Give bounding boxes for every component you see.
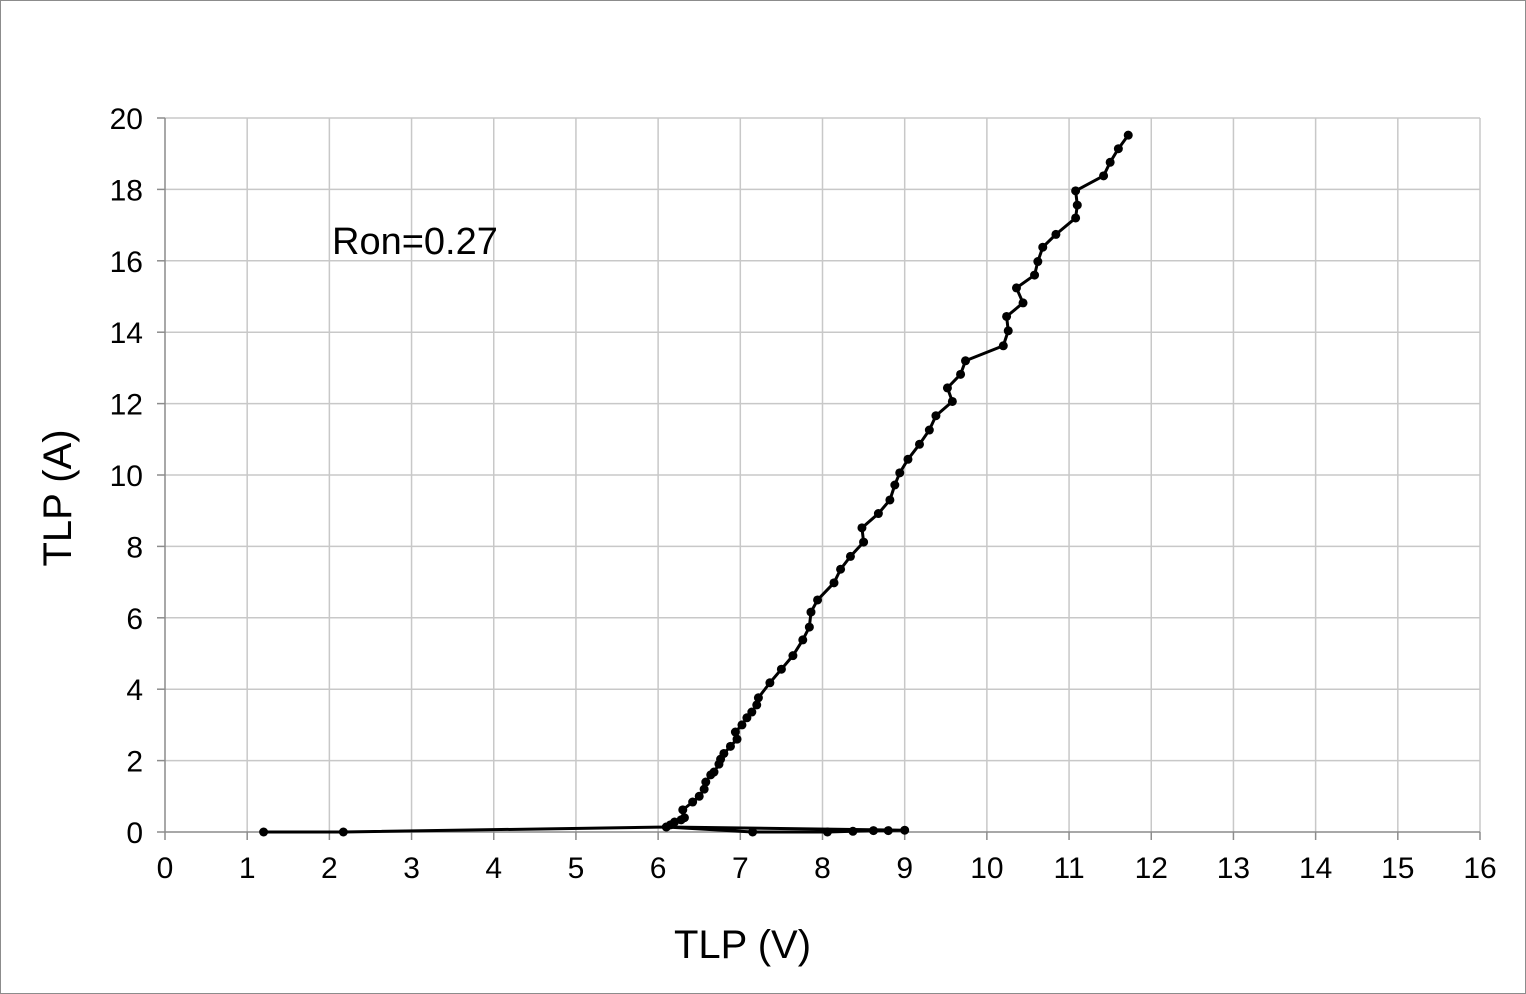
data-point (903, 454, 913, 464)
x-tick-label: 10 (970, 852, 1003, 885)
data-point (1030, 270, 1040, 280)
data-point (737, 720, 747, 730)
data-point (259, 827, 269, 837)
data-point (895, 468, 905, 478)
data-point (900, 825, 910, 835)
y-tick-label: 18 (110, 174, 143, 207)
y-tick-label: 16 (110, 246, 143, 279)
data-point (765, 678, 775, 688)
data-point (1038, 242, 1048, 252)
data-point (947, 396, 957, 406)
data-point (1113, 144, 1123, 154)
x-tick-label: 12 (1135, 852, 1168, 885)
data-point (885, 495, 895, 505)
data-point (806, 607, 816, 617)
data-point (776, 664, 786, 674)
data-point (1011, 283, 1021, 293)
x-tick-label: 1 (239, 852, 256, 885)
x-tick-label: 15 (1381, 852, 1414, 885)
grid (165, 117, 1481, 832)
data-point (1071, 186, 1081, 196)
data-point (1003, 326, 1013, 336)
data-point (694, 791, 704, 801)
data-point (753, 693, 763, 703)
data-point (931, 411, 941, 421)
data-point (709, 767, 719, 777)
y-tick-label: 8 (126, 531, 143, 564)
data-point (883, 826, 893, 836)
x-tick-label: 2 (321, 852, 338, 885)
x-tick-label: 4 (485, 852, 502, 885)
data-point (747, 707, 757, 717)
data-point (859, 537, 869, 547)
x-tick-label: 5 (568, 852, 585, 885)
data-point (798, 635, 808, 645)
data-point (788, 651, 798, 661)
data-point (914, 439, 924, 449)
data-point (338, 827, 348, 837)
data-point (699, 784, 709, 794)
y-tick-label: 20 (110, 103, 143, 136)
x-tick-label: 7 (732, 852, 749, 885)
data-point (719, 748, 729, 758)
data-point (1018, 298, 1028, 308)
data-point (956, 369, 966, 379)
x-tick-label: 8 (814, 852, 831, 885)
data-point (678, 805, 688, 815)
data-point (752, 700, 762, 710)
x-tick-label: 14 (1299, 852, 1332, 885)
y-tick-label: 14 (110, 317, 143, 350)
data-point (868, 826, 878, 836)
y-tick-label: 6 (126, 603, 143, 636)
data-point (1105, 157, 1115, 167)
data-point (732, 734, 742, 744)
data-point (857, 523, 867, 533)
y-tick-label: 0 (126, 817, 143, 850)
data-point (890, 480, 900, 490)
x-tick-label: 11 (1053, 852, 1084, 885)
x-tick-label: 3 (403, 852, 420, 885)
data-point (688, 797, 698, 807)
data-point (822, 827, 832, 837)
data-point (845, 551, 855, 561)
data-point (924, 425, 934, 435)
y-tick-label: 2 (126, 746, 143, 779)
data-point (848, 826, 858, 836)
data-point (701, 777, 711, 787)
tick-labels: 0 1 2 3 4 5 6 7 8 9 10 11 12 13 14 15 160246810121416182… (110, 103, 1497, 885)
x-tick-label: 16 (1463, 852, 1496, 885)
data-point (942, 383, 952, 393)
x-axis-title: TLP (V) (674, 923, 811, 967)
data-point (725, 741, 735, 751)
data-point (1002, 311, 1012, 321)
y-tick-label: 4 (126, 674, 143, 707)
data-point (804, 622, 814, 632)
ron-annotation: Ron=0.27 (332, 221, 498, 263)
x-tick-label: 6 (650, 852, 667, 885)
data-point (679, 813, 689, 823)
data-point (961, 356, 971, 366)
data-point (836, 564, 846, 574)
data-point (1123, 130, 1133, 140)
data-point (1072, 200, 1082, 210)
data-point (1071, 213, 1081, 223)
x-tick-label: 0 (157, 852, 174, 885)
y-tick-label: 12 (110, 389, 143, 422)
data-point (1099, 171, 1109, 181)
x-tick-label: 13 (1217, 852, 1250, 885)
data-point (1051, 229, 1061, 239)
data-point (998, 341, 1008, 351)
data-point (1033, 257, 1043, 267)
data-point (730, 727, 740, 737)
y-axis-title: TLP (A) (36, 429, 80, 566)
y-tick-label: 10 (110, 460, 143, 493)
data-point (873, 509, 883, 519)
data-point (748, 827, 758, 837)
data-point (813, 595, 823, 605)
data-series (259, 130, 1133, 837)
x-tick-label: 9 (896, 852, 913, 885)
data-point (829, 578, 839, 588)
